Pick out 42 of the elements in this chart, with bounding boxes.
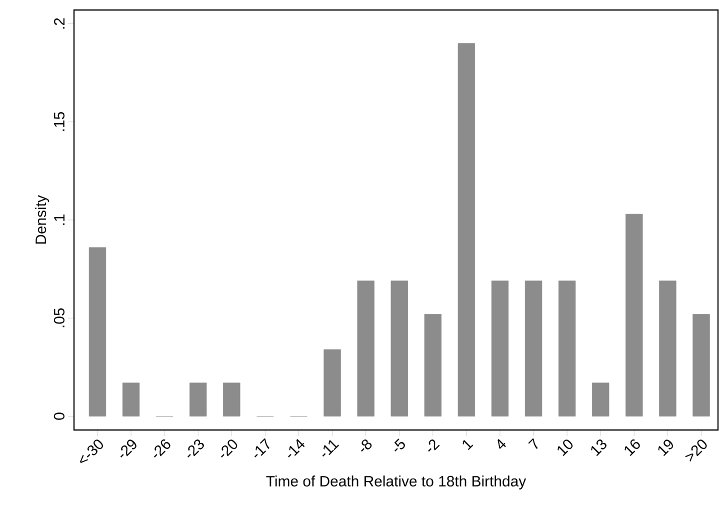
bar [659, 280, 676, 416]
x-tick-label: -20 [221, 440, 238, 458]
bar [324, 349, 341, 416]
y-axis-title: Density [35, 195, 50, 244]
x-tick-label: 7 [528, 438, 538, 449]
x-tick-label: 16 [624, 439, 640, 456]
x-tick-label: 13 [591, 439, 606, 456]
x-tick-label: 10 [558, 440, 573, 456]
bar [357, 280, 374, 416]
bar [592, 382, 610, 416]
bar [190, 382, 207, 416]
x-tick-label: -8 [361, 439, 372, 452]
x-tick-label: >20 [685, 440, 707, 462]
bar [424, 314, 442, 416]
x-tick-label: -29 [120, 440, 136, 458]
x-tick-label: 19 [658, 440, 674, 456]
bar [692, 314, 710, 416]
bar [88, 247, 106, 416]
bar [491, 280, 509, 416]
x-tick-label: 1 [462, 440, 474, 450]
y-tick-label: .05 [54, 308, 64, 328]
y-tick-label: .2 [54, 18, 64, 29]
bar [223, 382, 240, 416]
x-tick-label: -23 [187, 439, 204, 458]
bar [558, 280, 576, 416]
x-axis-title: Time of Death Relative to 18th Birthday [266, 476, 526, 490]
y-tick-label: 0 [54, 412, 64, 420]
x-tick-label: 4 [498, 439, 506, 449]
x-tick-label: -26 [154, 439, 170, 458]
x-tick-label: -11 [322, 440, 340, 457]
x-tick-label: -14 [288, 439, 305, 458]
x-tick-label: -17 [254, 438, 270, 458]
y-tick-label: .15 [54, 112, 64, 131]
bar [524, 280, 542, 416]
x-tick-label: -5 [394, 438, 405, 452]
x-tick-label: -2 [428, 439, 440, 452]
y-tick-label: .1 [54, 214, 64, 225]
bar [458, 43, 476, 416]
bar [626, 214, 643, 416]
bar [390, 280, 408, 416]
bar [122, 382, 140, 416]
x-tick-label: <-30 [80, 440, 104, 464]
